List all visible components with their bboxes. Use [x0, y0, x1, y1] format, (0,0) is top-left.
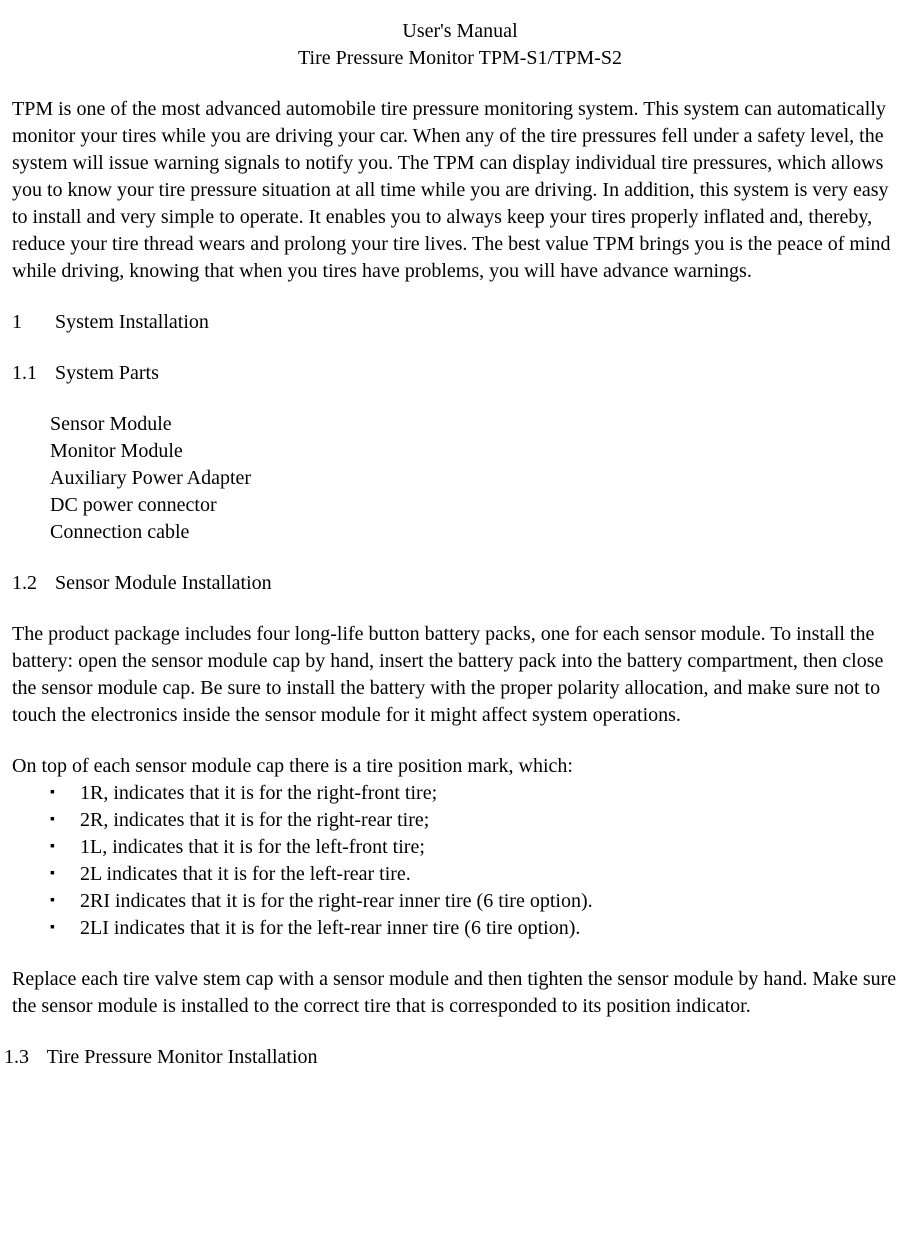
section-1-title: System Installation	[55, 311, 209, 333]
section-1-2-number: 1.2	[12, 570, 50, 597]
title-block: User's Manual Tire Pressure Monitor TPM-…	[12, 18, 908, 72]
title-line-2: Tire Pressure Monitor TPM-S1/TPM-S2	[12, 45, 908, 72]
section-1-2-para-3: Replace each tire valve stem cap with a …	[12, 966, 908, 1020]
section-1-1-heading: 1.1 System Parts	[12, 360, 908, 387]
section-1-2-para-1: The product package includes four long-l…	[12, 621, 908, 729]
tire-position-list: 1R, indicates that it is for the right-f…	[12, 780, 908, 942]
list-item: Connection cable	[50, 519, 908, 546]
intro-paragraph: TPM is one of the most advanced automobi…	[12, 96, 908, 285]
section-1-3-heading: 1.3 Tire Pressure Monitor Installation	[4, 1044, 908, 1071]
list-item: 2LI indicates that it is for the left-re…	[50, 915, 908, 942]
list-item: Sensor Module	[50, 411, 908, 438]
section-1-number: 1	[12, 309, 50, 336]
section-1-2-title: Sensor Module Installation	[55, 572, 272, 594]
system-parts-list: Sensor Module Monitor Module Auxiliary P…	[12, 411, 908, 546]
section-1-2-para-2: On top of each sensor module cap there i…	[12, 753, 908, 780]
section-1-3-title: Tire Pressure Monitor Installation	[47, 1046, 318, 1068]
list-item: DC power connector	[50, 492, 908, 519]
section-1-3-number: 1.3	[4, 1044, 42, 1071]
section-1-1-title: System Parts	[55, 362, 159, 384]
list-item: 1L, indicates that it is for the left-fr…	[50, 834, 908, 861]
section-1-2-heading: 1.2 Sensor Module Installation	[12, 570, 908, 597]
list-item: 1R, indicates that it is for the right-f…	[50, 780, 908, 807]
list-item: Monitor Module	[50, 438, 908, 465]
section-1-heading: 1 System Installation	[12, 309, 908, 336]
list-item: Auxiliary Power Adapter	[50, 465, 908, 492]
list-item: 2R, indicates that it is for the right-r…	[50, 807, 908, 834]
section-1-1-number: 1.1	[12, 360, 50, 387]
list-item: 2L indicates that it is for the left-rea…	[50, 861, 908, 888]
list-item: 2RI indicates that it is for the right-r…	[50, 888, 908, 915]
title-line-1: User's Manual	[12, 18, 908, 45]
